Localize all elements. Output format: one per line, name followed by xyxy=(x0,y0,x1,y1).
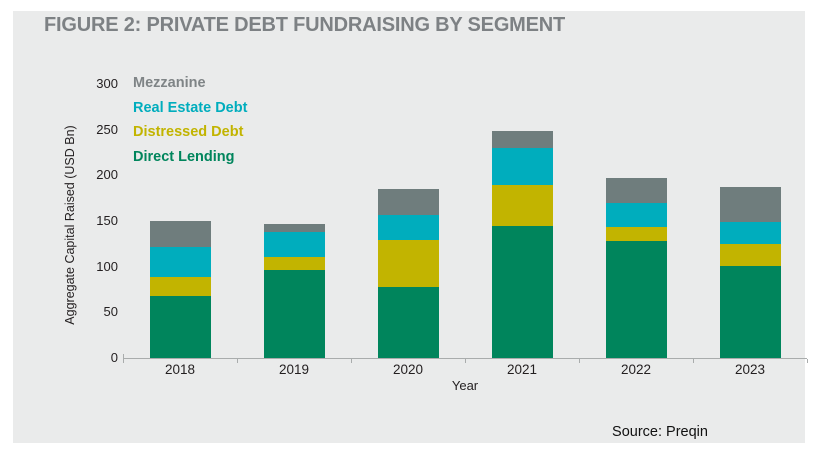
y-tick-label-250: 250 xyxy=(96,121,118,137)
plot-area xyxy=(123,84,807,358)
x-tick-label-2021: 2021 xyxy=(506,362,538,377)
legend-item-distressed-debt: Distressed Debt xyxy=(133,124,244,140)
segment-mezzanine-2023 xyxy=(719,187,781,222)
segment-real-estate-debt-2023 xyxy=(719,221,781,244)
segment-distressed-debt-2018 xyxy=(149,276,211,296)
source-credit: Source: Preqin xyxy=(612,424,708,440)
segment-real-estate-debt-2019 xyxy=(263,231,325,257)
x-axis-boundary-tick xyxy=(579,359,580,363)
segment-distressed-debt-2023 xyxy=(719,243,781,266)
x-axis-boundary-tick xyxy=(237,359,238,363)
x-axis-boundary-tick xyxy=(351,359,352,363)
segment-distressed-debt-2019 xyxy=(263,256,325,271)
segment-direct-lending-2018 xyxy=(149,295,211,358)
x-tick-label-2020: 2020 xyxy=(392,362,424,377)
bar-2020 xyxy=(377,189,439,358)
x-tick-label-2019: 2019 xyxy=(278,362,310,377)
y-tick-label-200: 200 xyxy=(96,167,118,183)
y-tick-label-300: 300 xyxy=(96,76,118,91)
segment-mezzanine-2021 xyxy=(491,131,553,148)
chart-legend: Mezzanine Real Estate Debt Distressed Debt… xyxy=(133,71,247,169)
y-tick-label-50: 50 xyxy=(103,304,118,320)
segment-mezzanine-2020 xyxy=(377,189,439,215)
bar-2023 xyxy=(719,187,781,358)
x-axis-boundary-tick xyxy=(465,359,466,363)
bar-2022 xyxy=(605,178,667,358)
legend-item-direct-lending: Direct Lending xyxy=(133,148,235,165)
x-axis-boundary-tick xyxy=(693,359,694,363)
bar-2019 xyxy=(263,223,325,358)
segment-direct-lending-2021 xyxy=(491,226,553,358)
segment-direct-lending-2019 xyxy=(263,270,325,358)
segment-distressed-debt-2020 xyxy=(377,240,439,287)
segment-mezzanine-2022 xyxy=(605,178,667,203)
x-axis-title: Year xyxy=(451,378,479,393)
x-axis-line xyxy=(123,358,807,359)
y-tick-label-150: 150 xyxy=(96,213,118,228)
y-axis-stub-tick xyxy=(123,354,124,358)
figure-title: FIGURE 2: PRIVATE DEBT FUNDRAISING BY SE… xyxy=(44,14,566,36)
segment-real-estate-debt-2022 xyxy=(605,202,667,228)
y-tick-label-0: 0 xyxy=(110,350,118,365)
x-tick-label-2018: 2018 xyxy=(164,362,196,377)
legend-item-real-estate-debt: Real Estate Debt xyxy=(133,99,248,116)
segment-direct-lending-2022 xyxy=(605,241,667,358)
segment-distressed-debt-2021 xyxy=(491,185,553,227)
segment-real-estate-debt-2021 xyxy=(491,147,553,186)
x-tick-label-2022: 2022 xyxy=(620,362,652,377)
bar-2021 xyxy=(491,131,553,358)
y-tick-label-100: 100 xyxy=(96,258,118,274)
bar-2018 xyxy=(149,221,211,358)
x-axis-boundary-tick xyxy=(807,359,808,363)
segment-real-estate-debt-2018 xyxy=(149,247,211,277)
segment-direct-lending-2020 xyxy=(377,286,439,358)
segment-real-estate-debt-2020 xyxy=(377,214,439,241)
x-tick-label-2023: 2023 xyxy=(734,362,766,377)
legend-item-mezzanine: Mezzanine xyxy=(133,75,206,91)
segment-mezzanine-2018 xyxy=(149,221,211,248)
x-axis-boundary-tick xyxy=(123,359,124,363)
segment-distressed-debt-2022 xyxy=(605,227,667,242)
segment-mezzanine-2019 xyxy=(263,223,325,232)
segment-direct-lending-2023 xyxy=(719,265,781,358)
